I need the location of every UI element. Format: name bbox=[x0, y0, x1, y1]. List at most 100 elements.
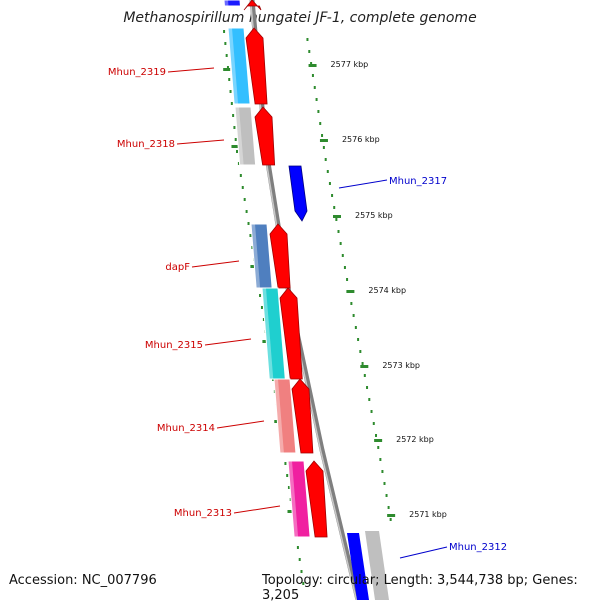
gene-label[interactable]: Mhun_2317 bbox=[389, 176, 447, 187]
major-ticks: 2577 kbp 2576 kbp 2575 kbp 2574 kbp 2573 kbp… bbox=[308, 60, 447, 519]
minor-tick bbox=[237, 162, 240, 165]
minor-tick bbox=[259, 294, 262, 297]
cds-box-shine bbox=[262, 288, 274, 379]
gene-label[interactable]: Mhun_2312 bbox=[449, 542, 507, 553]
minor-tick bbox=[352, 314, 355, 317]
minor-tick bbox=[284, 462, 287, 465]
minor-tick bbox=[317, 110, 320, 113]
minor-tick bbox=[328, 182, 331, 185]
ruler-tick-label: 2575 kbp bbox=[355, 211, 393, 220]
cds-box bbox=[223, 0, 242, 7]
minor-tick bbox=[322, 146, 325, 149]
inner-major-tick bbox=[231, 145, 239, 148]
minor-tick bbox=[287, 486, 290, 489]
major-tick bbox=[333, 215, 341, 218]
minor-tick bbox=[363, 374, 366, 377]
major-tick bbox=[308, 64, 317, 67]
label-leader-line bbox=[399, 546, 448, 559]
cds-box bbox=[227, 27, 251, 105]
cds-box bbox=[234, 106, 257, 166]
gene-labels: Mhun_2319 Mhun_2318 Mhun_2317 dapF Mhun_2315… bbox=[108, 67, 507, 559]
minor-tick bbox=[387, 506, 390, 509]
gene-label[interactable]: Mhun_2314 bbox=[157, 423, 215, 434]
label-leader-line bbox=[233, 505, 281, 514]
minor-tick bbox=[372, 422, 375, 425]
minor-tick bbox=[226, 66, 229, 69]
minor-tick bbox=[262, 318, 265, 321]
forward-arrow bbox=[269, 223, 291, 289]
minor-tick bbox=[326, 170, 329, 173]
label-leader-line bbox=[216, 420, 265, 429]
major-tick bbox=[387, 514, 396, 517]
label-leader-line bbox=[167, 67, 215, 73]
minor-tick bbox=[350, 302, 353, 305]
forward-arrow bbox=[279, 287, 303, 380]
minor-tick bbox=[243, 198, 246, 201]
ruler-tick-label: 2573 kbp bbox=[382, 361, 420, 370]
minor-tick bbox=[245, 210, 248, 213]
ruler-tick-label: 2576 kbp bbox=[342, 135, 380, 144]
minor-tick bbox=[224, 42, 227, 45]
forward-arrow bbox=[243, 0, 262, 11]
label-leader-line bbox=[176, 139, 225, 145]
cds-box-shine bbox=[288, 461, 299, 537]
topology-label: Topology: circular; Length: 3,544,738 bp… bbox=[262, 573, 578, 603]
minor-tick bbox=[385, 494, 388, 497]
minor-tick bbox=[300, 570, 303, 573]
minor-tick bbox=[230, 102, 233, 105]
minor-tick bbox=[333, 206, 336, 209]
cds-box-shine bbox=[224, 0, 229, 6]
minor-tick bbox=[313, 86, 316, 89]
ruler-tick-label: 2572 kbp bbox=[396, 435, 434, 444]
minor-tick bbox=[361, 362, 364, 365]
minor-tick bbox=[302, 582, 305, 585]
minor-tick bbox=[232, 114, 235, 117]
label-leader-line bbox=[191, 260, 240, 268]
gene-label[interactable]: dapF bbox=[165, 262, 190, 273]
minor-tick bbox=[241, 186, 244, 189]
label-leader-line bbox=[338, 179, 388, 189]
minor-tick bbox=[321, 134, 324, 137]
minor-tick bbox=[247, 222, 250, 225]
minor-tick bbox=[239, 174, 242, 177]
minor-tick bbox=[343, 266, 346, 269]
forward-arrow bbox=[305, 460, 328, 538]
gene-features bbox=[223, 0, 389, 600]
gene-label[interactable]: Mhun_2313 bbox=[174, 508, 232, 519]
minor-tick bbox=[335, 218, 338, 221]
minor-tick bbox=[298, 558, 301, 561]
major-tick bbox=[360, 365, 369, 368]
minor-tick bbox=[389, 518, 392, 521]
minor-tick bbox=[223, 30, 226, 33]
gene-label[interactable]: Mhun_2315 bbox=[145, 340, 203, 351]
cds-box bbox=[273, 378, 297, 454]
gene-label[interactable]: Mhun_2318 bbox=[117, 139, 175, 150]
minor-tick bbox=[310, 62, 313, 65]
minor-tick bbox=[319, 122, 322, 125]
forward-arrow bbox=[291, 378, 314, 454]
accession-label: Accession: NC_007796 bbox=[9, 573, 157, 588]
cds-box-shine bbox=[228, 28, 239, 104]
minor-tick bbox=[249, 234, 252, 237]
gene-label[interactable]: Mhun_2319 bbox=[108, 67, 166, 78]
major-tick bbox=[319, 139, 328, 142]
minor-tick bbox=[337, 230, 340, 233]
cds-box-shine bbox=[251, 224, 261, 288]
inner-major-tick bbox=[287, 510, 295, 513]
minor-tick bbox=[370, 410, 373, 413]
minor-tick bbox=[251, 246, 254, 249]
minor-tick bbox=[354, 326, 357, 329]
minor-tick bbox=[306, 38, 309, 41]
ruler-tick-label: 2571 kbp bbox=[409, 510, 447, 519]
reverse-cds-box bbox=[347, 533, 369, 600]
minor-tick bbox=[346, 278, 349, 281]
minor-tick bbox=[286, 474, 289, 477]
minor-tick bbox=[311, 74, 314, 77]
minor-tick bbox=[383, 482, 386, 485]
minor-tick bbox=[234, 138, 237, 141]
minor-tick bbox=[225, 54, 228, 57]
minor-tick bbox=[308, 50, 311, 53]
major-tick bbox=[346, 290, 355, 293]
major-tick bbox=[374, 439, 383, 442]
